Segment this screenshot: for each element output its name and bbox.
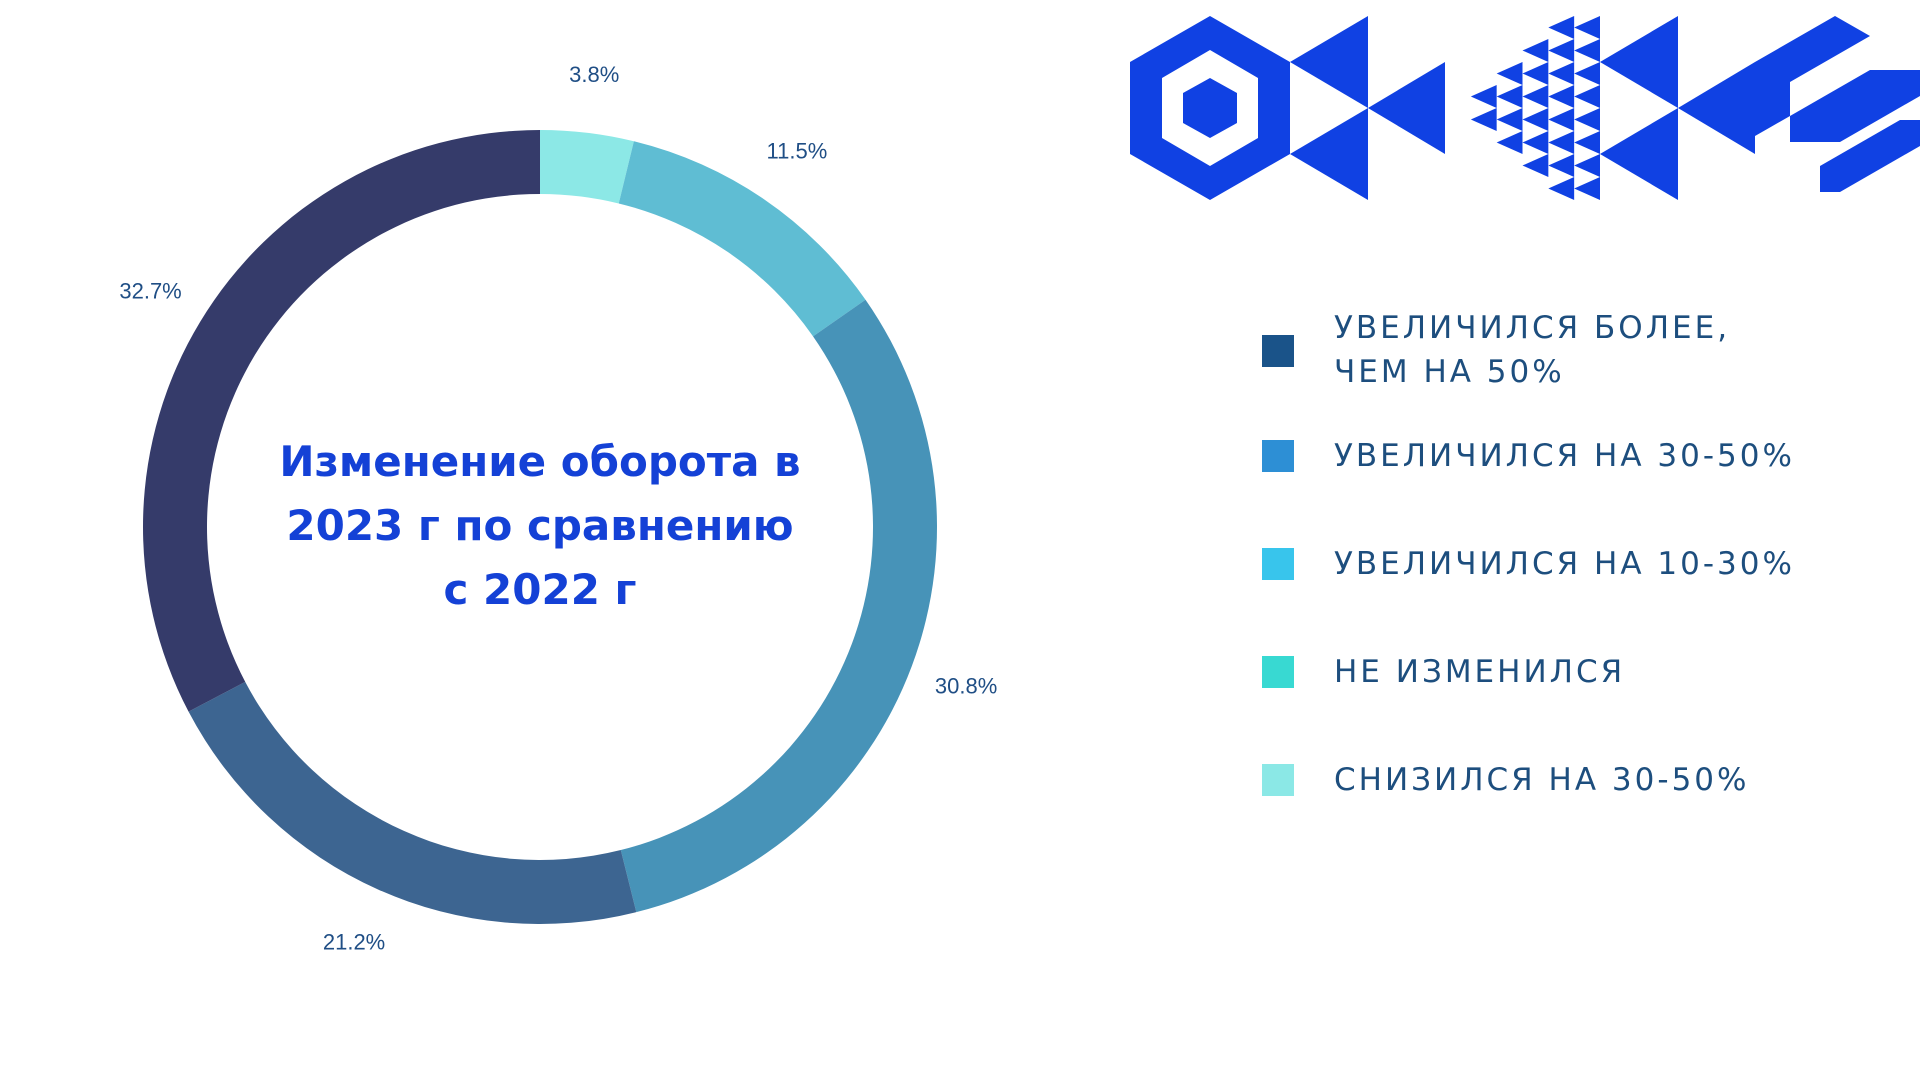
donut-slice [540,130,634,204]
legend-swatch [1262,440,1294,472]
slice-value-label: 11.5% [767,138,828,163]
pattern-triangle [1574,39,1600,62]
slice-value-label: 30.8% [935,673,997,698]
pattern-triangle [1522,131,1549,154]
legend-label-line: УВЕЛИЧИЛСЯ НА 10-30% [1334,546,1795,582]
pattern-triangle [1522,85,1549,108]
legend-label-line: НЕ ИЗМЕНИЛСЯ [1334,654,1626,690]
pattern-triangle [1496,131,1523,154]
donut-slice [620,299,937,913]
pattern-triangle [1548,154,1575,177]
pattern-triangle [1522,154,1549,177]
legend-label: УВЕЛИЧИЛСЯ НА 10-30% [1334,542,1795,586]
legend-label-line: ЧЕМ НА 50% [1334,354,1565,390]
pattern-triangle [1496,62,1523,85]
donut-slice [618,141,866,337]
legend-label: УВЕЛИЧИЛСЯ НА 30-50% [1334,434,1795,478]
pattern-triangle [1496,85,1523,108]
pattern-triangle [1548,85,1575,108]
legend-label: СНИЗИЛСЯ НА 30-50% [1334,758,1749,802]
pattern-triangle [1548,39,1575,62]
pattern-triangle [1548,177,1575,200]
legend-swatch [1262,656,1294,688]
pattern-triangle [1522,39,1549,62]
pattern-triangle [1470,85,1497,108]
pattern-triangle [1496,108,1523,131]
donut-svg: 3.8% 11.5% 30.8% 21.2% 32.7% [119,62,997,954]
legend-label-line: УВЕЛИЧИЛСЯ НА 30-50% [1334,438,1795,474]
chart-title-line: 2023 г по сравнению [286,501,794,550]
pattern-triangle [1574,85,1600,108]
pattern-triangle [1548,131,1575,154]
pattern-triangle [1574,16,1600,39]
chart-title: Изменение оборота в 2023 г по сравнению … [250,430,830,622]
slice-value-label: 32.7% [119,279,181,304]
legend-label-line: СНИЗИЛСЯ НА 30-50% [1334,762,1750,798]
pattern-triangle [1522,108,1549,131]
legend-swatch [1262,335,1294,367]
legend-label-line: УВЕЛИЧИЛСЯ БОЛЕЕ, [1334,310,1731,346]
pattern-triangle [1548,16,1575,39]
pattern-triangle [1548,108,1575,131]
donut-chart: 3.8% 11.5% 30.8% 21.2% 32.7% Изменение оборо… [119,62,997,954]
pattern-triangle [1548,62,1575,85]
legend-swatch [1262,548,1294,580]
pattern-triangle [1574,131,1600,154]
pattern-triangle [1574,108,1600,131]
legend-swatch [1262,764,1294,796]
slice-value-label: 21.2% [323,929,385,954]
pattern-triangle [1574,62,1600,85]
pattern-triangle [1574,177,1600,200]
legend-label: УВЕЛИЧИЛСЯ БОЛЕЕ, ЧЕМ НА 50% [1334,306,1730,394]
donut-slice [143,130,541,712]
legend-label: НЕ ИЗМЕНИЛСЯ [1334,650,1625,694]
pattern-triangle [1574,154,1600,177]
geometric-pattern-icon [1130,16,1920,200]
chart-title-line: с 2022 г [443,565,637,614]
pattern-triangle [1522,62,1549,85]
donut-slice [188,681,637,924]
chart-title-line: Изменение оборота в [279,437,801,486]
pattern-triangle [1470,108,1497,131]
slice-value-label: 3.8% [569,62,619,87]
